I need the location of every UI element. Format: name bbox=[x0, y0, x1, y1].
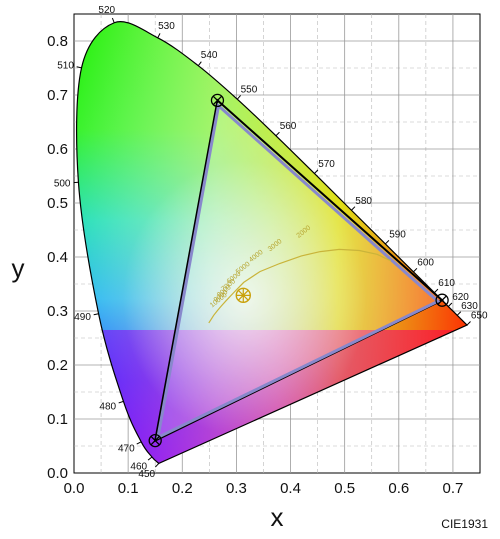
wavelength-label: 520 bbox=[98, 5, 115, 16]
wavelength-tick bbox=[197, 61, 202, 66]
wavelength-label: 480 bbox=[99, 401, 116, 412]
white-point-marker bbox=[235, 287, 251, 304]
wavelength-tick bbox=[236, 95, 241, 100]
primary-cross-blue bbox=[150, 436, 160, 446]
x-tick-label: 0.5 bbox=[334, 480, 355, 497]
wavelength-tick bbox=[447, 302, 453, 307]
wavelength-label: 580 bbox=[355, 196, 372, 207]
y-tick-label: 0.2 bbox=[47, 357, 68, 374]
wavelength-tick bbox=[275, 131, 280, 137]
x-tick-label: 0.0 bbox=[64, 480, 85, 497]
wavelength-label: 620 bbox=[452, 292, 469, 303]
wavelength-label: 630 bbox=[461, 301, 478, 312]
chart-footer: CIE1931 bbox=[441, 517, 488, 531]
wavelength-label: 600 bbox=[417, 257, 434, 268]
wavelength-tick bbox=[76, 66, 82, 69]
wavelength-tick bbox=[413, 267, 418, 273]
wavelength-label: 550 bbox=[241, 84, 258, 95]
x-tick-labels: 0.0 0.1 0.2 0.3 0.4 0.5 0.6 0.7 bbox=[64, 480, 464, 497]
wavelength-label: 570 bbox=[318, 159, 335, 170]
wavelength-label: 590 bbox=[389, 230, 406, 241]
y-tick-label: 0.7 bbox=[47, 87, 68, 104]
x-tick-label: 0.7 bbox=[443, 480, 464, 497]
primary-marker-red bbox=[435, 293, 449, 307]
wavelength-label: 650 bbox=[471, 311, 488, 322]
wavelength-label: 500 bbox=[54, 179, 71, 190]
y-tick-label: 0.3 bbox=[47, 303, 68, 320]
wavelength-tick bbox=[466, 321, 471, 326]
wavelength-tick bbox=[434, 288, 439, 293]
wavelength-tick bbox=[118, 400, 124, 404]
wavelength-tick bbox=[351, 206, 356, 211]
y-axis-title: y bbox=[12, 253, 25, 283]
wavelength-tick bbox=[385, 240, 390, 245]
planckian-locus bbox=[208, 248, 391, 324]
y-tick-label: 0.6 bbox=[47, 141, 68, 158]
y-tick-label: 0.0 bbox=[47, 465, 68, 482]
wavelength-label: 510 bbox=[57, 60, 74, 71]
wavelength-ticks bbox=[73, 17, 471, 468]
wavelength-tick bbox=[93, 313, 99, 316]
y-tick-label: 0.8 bbox=[47, 33, 68, 50]
y-tick-labels: 0.0 0.1 0.2 0.3 0.4 0.5 0.6 0.7 0.8 bbox=[47, 33, 68, 482]
x-tick-label: 0.6 bbox=[388, 480, 409, 497]
wavelength-label: 540 bbox=[201, 50, 218, 61]
primary-cross-red bbox=[437, 295, 447, 305]
wavelength-label: 490 bbox=[74, 312, 91, 323]
wavelength-label: 610 bbox=[438, 278, 455, 289]
wavelength-label: 460 bbox=[130, 461, 147, 472]
x-tick-label: 0.3 bbox=[226, 480, 247, 497]
wavelength-label: 450 bbox=[138, 469, 155, 480]
wavelength-label: 470 bbox=[118, 444, 135, 455]
y-tick-label: 0.1 bbox=[47, 411, 68, 428]
y-tick-label: 0.5 bbox=[47, 195, 68, 212]
primary-marker-green bbox=[210, 93, 225, 108]
wavelength-label: 560 bbox=[280, 121, 297, 132]
wavelength-label: 530 bbox=[158, 21, 175, 32]
white-point-cross bbox=[236, 288, 251, 303]
wavelength-tick bbox=[147, 456, 153, 461]
primary-markers bbox=[148, 93, 449, 448]
gamut-triangle-inner bbox=[155, 102, 441, 441]
wavelength-tick bbox=[154, 463, 160, 468]
x-tick-label: 0.1 bbox=[118, 480, 139, 497]
x-tick-label: 0.2 bbox=[172, 480, 193, 497]
wavelength-tick bbox=[157, 33, 161, 39]
y-tick-label: 0.4 bbox=[47, 249, 68, 266]
wavelength-tick bbox=[136, 441, 142, 445]
x-tick-label: 0.4 bbox=[280, 480, 301, 497]
wavelength-tick bbox=[314, 169, 319, 174]
x-axis-title: x bbox=[271, 502, 284, 532]
wavelength-tick bbox=[456, 311, 462, 316]
wavelength-tick bbox=[111, 17, 115, 23]
primary-marker-blue bbox=[148, 433, 162, 448]
primary-cross-green bbox=[212, 95, 222, 105]
